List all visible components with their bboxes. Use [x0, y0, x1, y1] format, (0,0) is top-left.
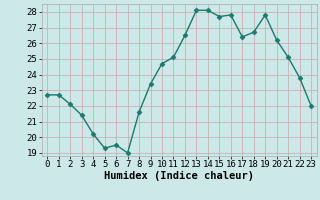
X-axis label: Humidex (Indice chaleur): Humidex (Indice chaleur) [104, 171, 254, 181]
